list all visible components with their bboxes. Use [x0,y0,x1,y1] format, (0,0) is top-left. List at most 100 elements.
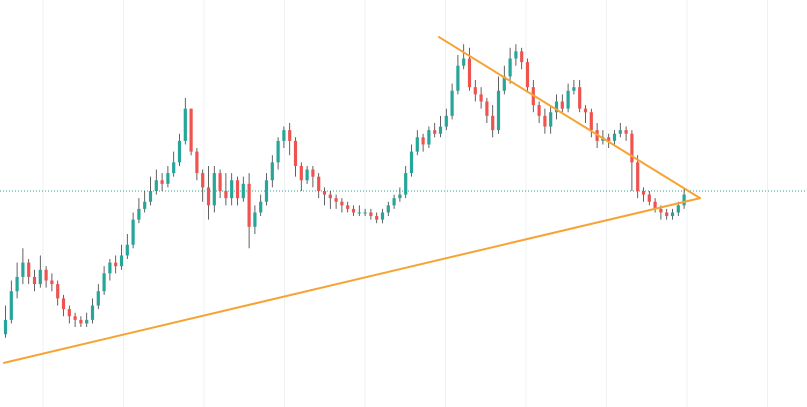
candle-body-up [566,90,570,109]
candle-body-up [415,137,419,152]
candle [317,173,321,199]
candle [143,191,147,213]
candle-body-up [496,90,501,131]
candle [409,144,414,177]
candle-body-up [264,180,269,202]
grid-lines [42,0,768,407]
candle-body-down [589,112,593,131]
candle-body-down [624,130,628,134]
candle [560,94,564,113]
candle [357,205,361,217]
candle [404,165,408,199]
candle-body-up [38,269,42,285]
candle [589,108,593,138]
candle [572,80,576,95]
candle [21,248,25,285]
candle [647,191,651,206]
candle-body-up [572,87,576,91]
candle [230,173,234,206]
candle [299,162,303,191]
candle-body-down [421,137,425,145]
candle-body-up [618,130,622,134]
candle-body-up [172,162,176,174]
candle-body-down [479,94,483,102]
candle [433,122,437,138]
candle-body-up [670,212,675,217]
candle [282,126,286,149]
candle-body-up [305,169,309,181]
candle [427,126,431,149]
candle-body-down [653,201,657,209]
candle [44,266,48,288]
candle-body-up [143,201,147,209]
candle-body-up [230,180,234,199]
candle [270,155,274,188]
candle [50,273,54,292]
candle [32,269,37,292]
candle-body-down [206,187,211,206]
candle-body-down [340,201,344,206]
candle-body-up [166,173,170,184]
candle [183,97,187,145]
candle [102,266,106,295]
candle-body-down [79,319,83,324]
candle [670,208,675,220]
candle [119,244,124,270]
candle-body-up [502,76,506,91]
candle [682,187,686,209]
candle-body-up [270,162,274,181]
candle-body-up [241,183,245,199]
candle [160,173,164,191]
candle [114,255,118,274]
candle [520,47,524,70]
candle [293,137,298,177]
candle [380,208,385,224]
resistance-trendline[interactable] [438,36,701,200]
candle [334,194,338,209]
candle-body-down [334,198,338,202]
candle [108,259,112,281]
candle [485,97,489,123]
candle-body-up [682,194,686,206]
candle [90,298,95,324]
candle-body-up [148,191,153,202]
candle [543,108,547,134]
candle-body-up [137,208,141,220]
candle-series [3,44,686,338]
candle [67,305,71,324]
candle-body-up [392,198,396,206]
candle-body-down [44,269,48,281]
candle [125,233,129,260]
candle-body-down [659,208,663,213]
candle [253,205,257,234]
candle-body-up [612,133,617,141]
candle [508,47,512,84]
candle-body-up [363,212,367,214]
candle [665,208,669,220]
candle-body-down [647,194,651,202]
candle [212,165,216,213]
candle-body-down [328,194,332,199]
candle-body-up [253,212,257,227]
candle-body-down [195,151,199,174]
candle [154,169,158,195]
candle-body-down [247,183,251,227]
candle [346,201,350,213]
support-trendline[interactable] [3,197,701,364]
candle-body-down [520,51,524,63]
candle-body-down [299,165,303,181]
candle [624,126,628,141]
trendlines [3,36,701,364]
candle-body-up [90,305,95,320]
candle-body-down [537,105,541,116]
candle-body-up [131,219,135,245]
candle [340,198,344,213]
candle [241,176,245,202]
candle [496,76,501,134]
candle [131,212,135,249]
candle [444,108,448,131]
candle-body-up [438,126,443,134]
candle [259,194,263,217]
candle-body-down [375,216,379,220]
